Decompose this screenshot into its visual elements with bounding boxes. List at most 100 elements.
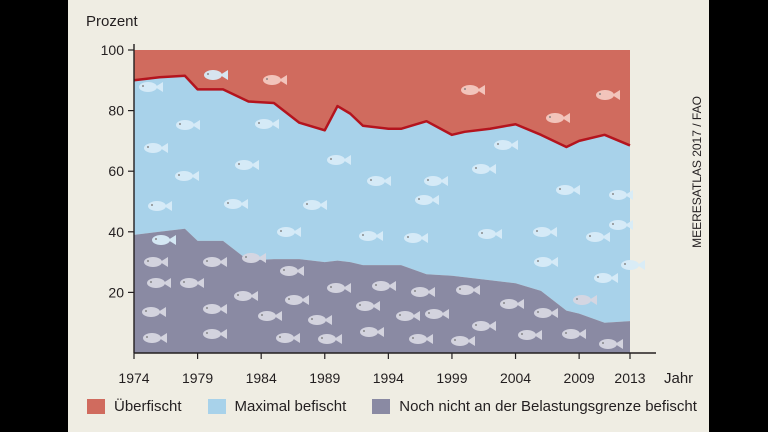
fish-icon xyxy=(609,220,633,230)
fish-icon xyxy=(255,119,279,129)
x-tick-label: 1984 xyxy=(246,370,277,386)
fish-icon xyxy=(180,278,204,288)
fish-icon xyxy=(327,283,351,293)
chart-panel: 20 40 60 80 100 1974 1979 1984 1989 1994 1999 2004 2… xyxy=(68,0,709,432)
fish-icon xyxy=(586,232,610,242)
fish-icon xyxy=(147,278,171,288)
source-label: MEERESATLAS 2017 / FAO xyxy=(690,96,704,248)
chart-axes: 20 40 60 80 100 1974 1979 1984 1989 1994 1999 2004 2… xyxy=(101,42,656,386)
fish-icon xyxy=(263,75,287,85)
x-tick-label: 1999 xyxy=(436,370,467,386)
fish-icon xyxy=(318,334,342,344)
y-tick-label: 60 xyxy=(108,163,124,179)
fish-icon xyxy=(609,190,633,200)
area-overfished xyxy=(134,50,630,147)
fish-icon xyxy=(494,140,518,150)
fish-icon xyxy=(139,82,163,92)
fish-icon xyxy=(562,329,586,339)
fish-icon xyxy=(461,85,485,95)
fish-icon xyxy=(594,273,618,283)
fish-icon xyxy=(203,329,227,339)
fish-icon xyxy=(534,308,558,318)
fish-icon xyxy=(518,330,542,340)
fish-icon xyxy=(556,185,580,195)
x-tick-label: 2004 xyxy=(500,370,531,386)
x-tick-label: 2009 xyxy=(564,370,595,386)
fish-icon xyxy=(534,257,558,267)
fish-icon xyxy=(411,287,435,297)
fish-decorations xyxy=(139,70,645,349)
fish-icon xyxy=(404,233,428,243)
y-tick-label: 20 xyxy=(108,284,124,300)
fish-icon xyxy=(143,333,167,343)
fish-icon xyxy=(456,285,480,295)
fish-icon xyxy=(142,307,166,317)
legend-item-not-yet: Noch nicht an der Belastungsgrenze befis… xyxy=(372,398,697,415)
fish-icon xyxy=(599,339,623,349)
fish-icon xyxy=(277,227,301,237)
legend-label-overfished: Überfischt xyxy=(114,398,182,415)
legend-label-maximal: Maximal befischt xyxy=(234,398,347,415)
fish-icon xyxy=(235,160,259,170)
fish-icon xyxy=(533,227,557,237)
y-tick-label: 100 xyxy=(101,42,125,58)
fish-icon xyxy=(356,301,380,311)
legend-swatch-maximal xyxy=(207,399,226,414)
fish-icon xyxy=(203,257,227,267)
x-tick-label: 1994 xyxy=(373,370,404,386)
fish-icon xyxy=(367,176,391,186)
fish-icon xyxy=(224,199,248,209)
y-tick-label: 40 xyxy=(108,224,124,240)
fish-icon xyxy=(204,70,228,80)
area-maximal xyxy=(134,75,630,323)
fish-icon xyxy=(425,309,449,319)
fish-icon xyxy=(327,155,351,165)
fish-icon xyxy=(285,295,309,305)
legend-item-maximal: Maximal befischt xyxy=(207,398,347,415)
x-tick-label: 1979 xyxy=(182,370,213,386)
fish-icon xyxy=(280,266,304,276)
fish-icon xyxy=(415,195,439,205)
fish-icon xyxy=(144,143,168,153)
x-tick-label: 1974 xyxy=(118,370,149,386)
fish-icon xyxy=(621,260,645,270)
fish-icon xyxy=(148,201,172,211)
fish-icon xyxy=(478,229,502,239)
fish-icon xyxy=(424,176,448,186)
fish-icon xyxy=(472,321,496,331)
y-axis-label: Prozent xyxy=(86,13,139,30)
legend-swatch-overfished xyxy=(87,399,105,414)
y-tick-label: 80 xyxy=(108,103,124,119)
x-tick-label: 2013 xyxy=(614,370,645,386)
fish-icon xyxy=(372,281,396,291)
fish-icon xyxy=(596,90,620,100)
legend-item-overfished: Überfischt xyxy=(87,398,182,415)
fish-icon xyxy=(359,231,383,241)
fish-icon xyxy=(175,171,199,181)
fish-icon xyxy=(258,311,282,321)
fish-icon xyxy=(276,333,300,343)
fish-icon xyxy=(451,336,475,346)
area-chart: 20 40 60 80 100 1974 1979 1984 1989 1994 1999 2004 2… xyxy=(86,13,704,387)
x-tick-label: 1989 xyxy=(309,370,340,386)
fish-icon xyxy=(500,299,524,309)
fish-icon xyxy=(176,120,200,130)
fish-icon xyxy=(396,311,420,321)
fish-icon xyxy=(546,113,570,123)
chart-areas xyxy=(133,50,631,353)
fish-icon xyxy=(303,200,327,210)
fish-icon xyxy=(360,327,384,337)
fish-icon xyxy=(152,235,176,245)
x-axis-label: Jahr xyxy=(664,370,693,387)
legend: Überfischt Maximal befischt Noch nicht a… xyxy=(87,398,723,415)
fish-icon xyxy=(409,334,433,344)
fish-icon xyxy=(144,257,168,267)
fish-icon xyxy=(242,253,266,263)
fish-icon xyxy=(234,291,258,301)
fish-icon xyxy=(573,295,597,305)
overfished-boundary-line xyxy=(133,74,631,149)
fish-icon xyxy=(472,164,496,174)
legend-label-not-yet: Noch nicht an der Belastungsgrenze befis… xyxy=(399,398,697,415)
fish-icon xyxy=(308,315,332,325)
legend-swatch-not-yet xyxy=(372,399,391,414)
